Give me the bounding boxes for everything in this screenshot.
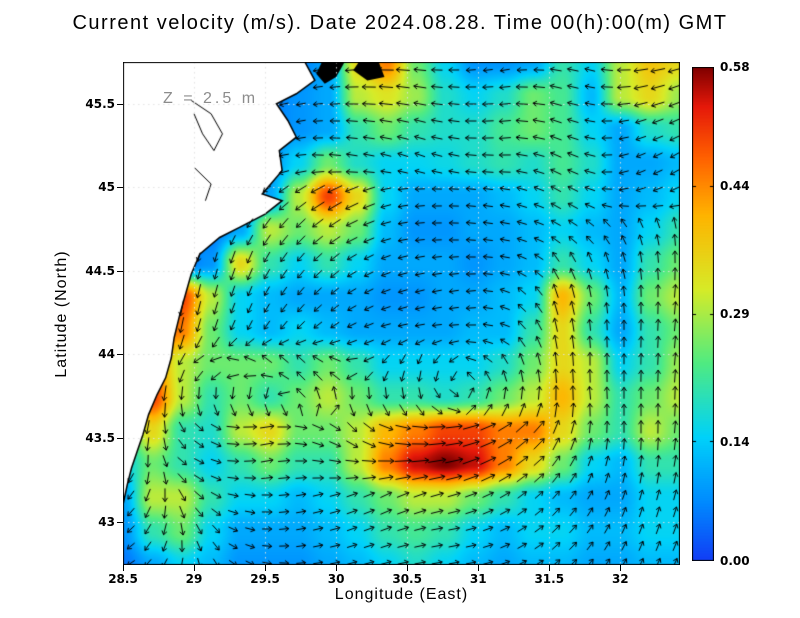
y-tick-label: 43.5 — [85, 430, 115, 445]
x-tick-label: 30.5 — [392, 572, 422, 586]
y-tick-label: 44.5 — [85, 263, 115, 278]
x-tick-label: 29.5 — [250, 572, 280, 586]
x-tick-mark — [336, 565, 338, 571]
x-tick-mark — [478, 565, 480, 571]
y-tick-mark — [117, 103, 123, 105]
x-tick-label: 32 — [611, 572, 629, 586]
colorbar-tick-label: 0.44 — [720, 179, 750, 194]
x-tick-label: 29 — [185, 572, 203, 586]
x-tick-label: 28.5 — [108, 572, 138, 586]
y-tick-mark — [117, 270, 123, 272]
figure-title: Current velocity (m/s). Date 2024.08.28.… — [72, 12, 728, 34]
colorbar-tick-label: 0.14 — [720, 434, 750, 449]
y-tick-mark — [117, 187, 123, 189]
y-tick-label: 45 — [98, 180, 115, 195]
colorbar-tick-label: 0.00 — [720, 554, 750, 568]
x-tick-label: 31 — [469, 572, 487, 586]
x-tick-mark — [620, 565, 622, 571]
x-tick-mark — [407, 565, 409, 571]
x-tick-mark — [265, 565, 267, 571]
y-tick-label: 44 — [98, 347, 115, 362]
colorbar-tick-label: 0.58 — [720, 60, 750, 74]
y-tick-mark — [117, 437, 123, 439]
x-tick-label: 30 — [327, 572, 345, 586]
colorbar-canvas — [692, 67, 714, 561]
y-tick-mark — [117, 354, 123, 356]
x-tick-mark — [549, 565, 551, 571]
velocity-map-canvas — [123, 62, 680, 565]
y-tick-mark — [117, 521, 123, 523]
x-tick-mark — [123, 565, 124, 571]
depth-annotation: Z = 2.5 m — [163, 90, 259, 107]
x-tick-label: 31.5 — [534, 572, 565, 586]
y-tick-label: 45.5 — [85, 96, 115, 111]
x-axis-title: Longitude (East) — [334, 586, 469, 603]
x-tick-mark — [194, 565, 196, 571]
y-tick-label: 43 — [98, 514, 115, 529]
colorbar-tick-label: 0.29 — [720, 307, 750, 321]
